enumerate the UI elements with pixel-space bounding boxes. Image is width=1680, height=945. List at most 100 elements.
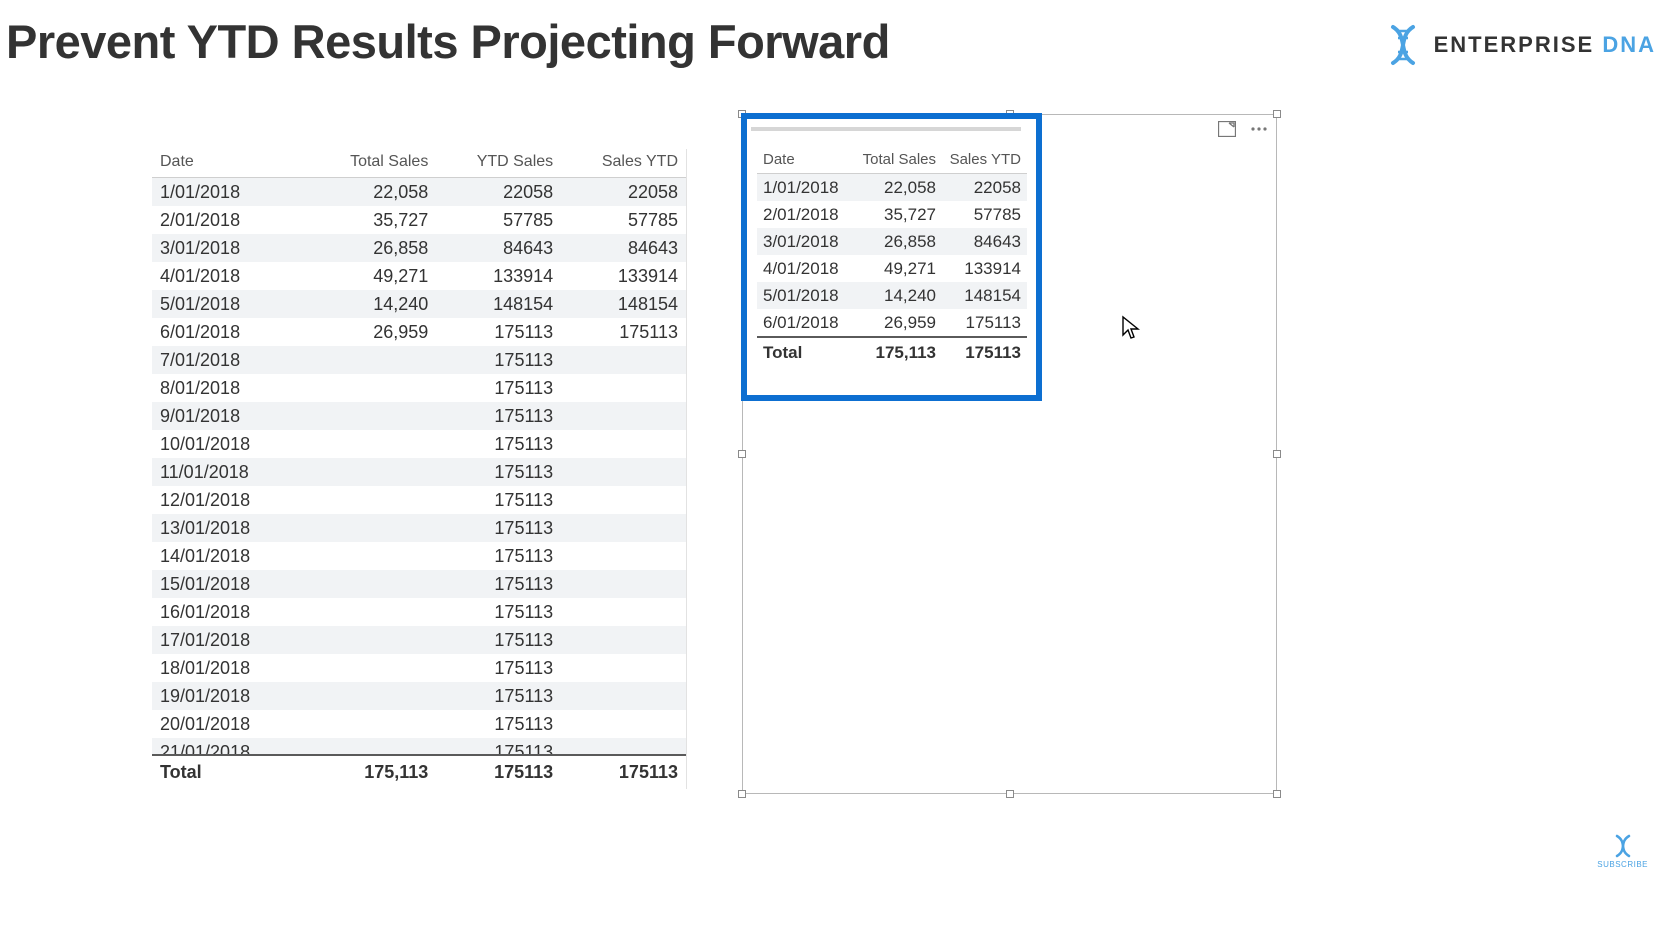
resize-handle[interactable]: [1273, 790, 1281, 798]
focus-mode-icon[interactable]: [1218, 121, 1236, 142]
cell: 35,727: [305, 206, 437, 234]
cell: 1/01/2018: [757, 174, 852, 202]
total-label: Total: [152, 755, 305, 789]
cell: 175113: [436, 486, 561, 514]
cell: 57785: [561, 206, 686, 234]
table-row[interactable]: 3/01/201826,8588464384643: [152, 234, 686, 262]
resize-handle[interactable]: [738, 790, 746, 798]
table-row[interactable]: 21/01/2018 175113: [152, 738, 686, 754]
table-row[interactable]: 5/01/201814,240148154: [757, 282, 1027, 309]
cell: 15/01/2018: [152, 570, 305, 598]
resize-handle[interactable]: [738, 110, 746, 118]
left-table-visual[interactable]: Date Total Sales YTD Sales Sales YTD 1/0…: [152, 149, 687, 789]
table-row[interactable]: 4/01/201849,271133914133914: [152, 262, 686, 290]
table-row[interactable]: 9/01/2018175113: [152, 402, 686, 430]
table-row[interactable]: 17/01/2018 175113: [152, 626, 686, 654]
cell: 84643: [942, 228, 1027, 255]
table-row[interactable]: 5/01/201814,240148154148154: [152, 290, 686, 318]
cell: 8/01/2018: [152, 374, 305, 402]
cell: [305, 514, 437, 542]
table-row[interactable]: 1/01/201822,05822058: [757, 174, 1027, 202]
cell: [561, 430, 686, 458]
more-options-icon[interactable]: [1250, 121, 1268, 142]
cell: 18/01/2018: [152, 654, 305, 682]
dna-icon: [1382, 24, 1424, 66]
col-header-sales-ytd[interactable]: Sales YTD: [561, 149, 686, 178]
brand-logo: ENTERPRISE DNA: [1382, 14, 1656, 66]
table-row[interactable]: 19/01/2018175113: [152, 682, 686, 710]
cell: [561, 654, 686, 682]
cell: 14,240: [305, 290, 437, 318]
cell: 133914: [942, 255, 1027, 282]
table-row[interactable]: 8/01/2018175113: [152, 374, 686, 402]
table-row[interactable]: 1/01/201822,0582205822058: [152, 178, 686, 206]
total-sales-ytd: 175113: [942, 337, 1027, 368]
table-row[interactable]: 12/01/2018175113: [152, 486, 686, 514]
table-row[interactable]: 6/01/201826,959175113175113: [152, 318, 686, 346]
total-total-sales: 175,113: [305, 755, 437, 789]
cell: 148154: [942, 282, 1027, 309]
resize-handle[interactable]: [1006, 110, 1014, 118]
cell: [305, 346, 437, 374]
table-row[interactable]: 7/01/2018175113: [152, 346, 686, 374]
col-header-total-sales[interactable]: Total Sales: [852, 149, 942, 174]
resize-handle[interactable]: [1006, 790, 1014, 798]
cell: 175113: [561, 318, 686, 346]
table-row[interactable]: 2/01/201835,72757785: [757, 201, 1027, 228]
table-row[interactable]: 6/01/201826,959175113: [757, 309, 1027, 337]
right-table-visual[interactable]: Date Total Sales Sales YTD 1/01/201822,0…: [742, 114, 1277, 794]
cell: [305, 654, 437, 682]
cell: 175113: [942, 309, 1027, 337]
table-row[interactable]: 4/01/201849,271133914: [757, 255, 1027, 282]
table-total-row: Total 175,113 175113: [757, 337, 1027, 368]
table-header-row: Date Total Sales Sales YTD: [757, 149, 1027, 174]
resize-handle[interactable]: [1273, 450, 1281, 458]
cell: 22,058: [852, 174, 942, 202]
table-row[interactable]: 13/01/2018175113: [152, 514, 686, 542]
cell: [561, 346, 686, 374]
cell: 175113: [436, 738, 561, 754]
total-sales-ytd: 175113: [561, 755, 686, 789]
cell: 3/01/2018: [757, 228, 852, 255]
cell: [305, 598, 437, 626]
total-label: Total: [757, 337, 852, 368]
table-row[interactable]: 18/01/2018175113: [152, 654, 686, 682]
cell: 14,240: [852, 282, 942, 309]
cell: 175113: [436, 402, 561, 430]
cell: 175113: [436, 626, 561, 654]
table-row[interactable]: 2/01/201835,7275778557785: [152, 206, 686, 234]
table-row[interactable]: 20/01/2018175113: [152, 710, 686, 738]
table-row[interactable]: 16/01/2018175113: [152, 598, 686, 626]
subscribe-badge[interactable]: SUBSCRIBE: [1597, 834, 1648, 869]
cell: 4/01/2018: [152, 262, 305, 290]
cell: 22058: [942, 174, 1027, 202]
table-row[interactable]: 15/01/2018175113: [152, 570, 686, 598]
table-row[interactable]: 14/01/2018175113: [152, 542, 686, 570]
cell: [305, 710, 437, 738]
total-ytd-sales: 175113: [436, 755, 561, 789]
col-header-date[interactable]: Date: [152, 149, 305, 178]
dna-icon: [1609, 834, 1637, 858]
cell: 19/01/2018: [152, 682, 305, 710]
cell: 21/01/2018: [152, 738, 305, 754]
cell: [305, 486, 437, 514]
cell: 175113: [436, 542, 561, 570]
cell: 26,959: [305, 318, 437, 346]
cell: 5/01/2018: [152, 290, 305, 318]
cell: 133914: [561, 262, 686, 290]
cell: 17/01/2018: [152, 626, 305, 654]
cell: [561, 514, 686, 542]
table-row[interactable]: 11/01/2018175113: [152, 458, 686, 486]
cell: 6/01/2018: [152, 318, 305, 346]
cell: 84643: [561, 234, 686, 262]
cell: [561, 682, 686, 710]
resize-handle[interactable]: [1273, 110, 1281, 118]
col-header-ytd-sales[interactable]: YTD Sales: [436, 149, 561, 178]
table-row[interactable]: 3/01/201826,85884643: [757, 228, 1027, 255]
table-row[interactable]: 10/01/2018175113: [152, 430, 686, 458]
col-header-sales-ytd[interactable]: Sales YTD: [942, 149, 1027, 174]
col-header-date[interactable]: Date: [757, 149, 852, 174]
resize-handle[interactable]: [738, 450, 746, 458]
col-header-total-sales[interactable]: Total Sales: [305, 149, 437, 178]
cell: 175113: [436, 514, 561, 542]
